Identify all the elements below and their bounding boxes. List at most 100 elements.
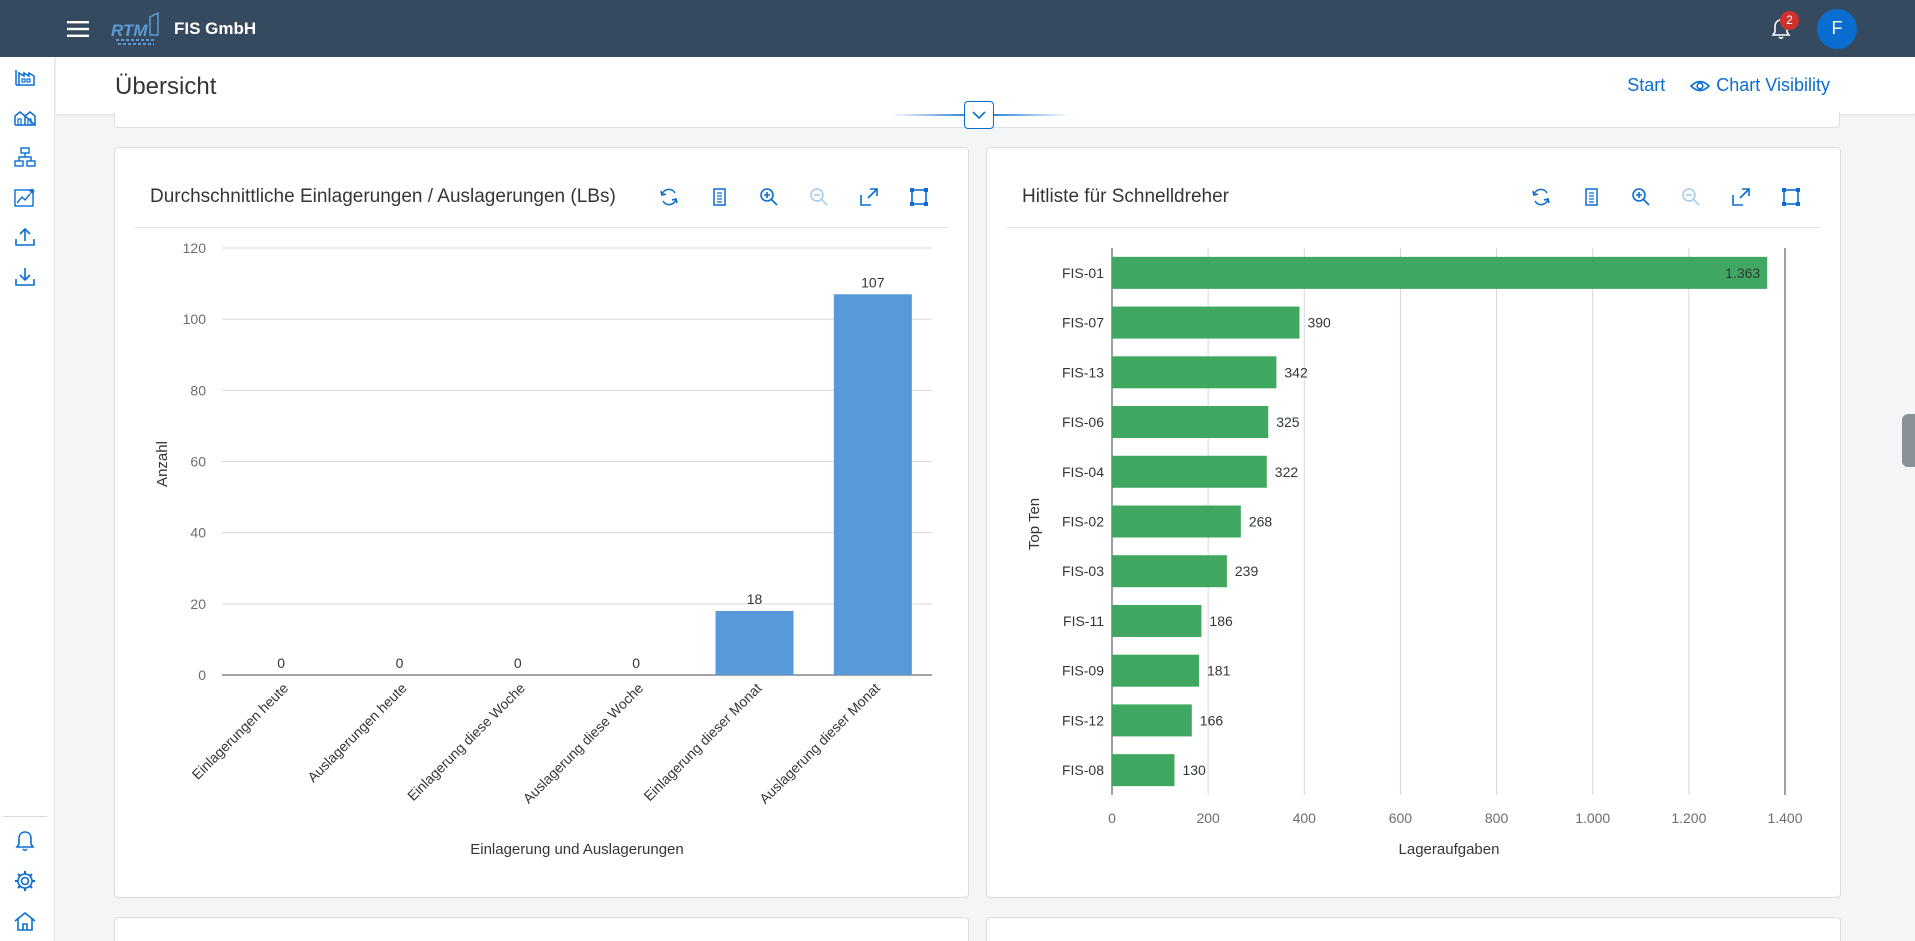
nav-upload[interactable] <box>0 217 50 257</box>
x-tick-label: 800 <box>1485 810 1509 826</box>
nav-home[interactable] <box>3 901 47 941</box>
table-view-button[interactable] <box>1566 182 1616 212</box>
warehouse-icon <box>15 70 35 86</box>
card-divider <box>1007 227 1820 228</box>
bar[interactable] <box>1112 455 1267 488</box>
y-tick-label: FIS-11 <box>1063 613 1104 629</box>
bar-value-label: 342 <box>1284 364 1308 380</box>
x-tick-label: 1.000 <box>1575 810 1610 826</box>
company-logo[interactable]: RTM FIS GmbH <box>110 9 256 49</box>
fullscreen-button[interactable] <box>1716 182 1766 212</box>
next-card-top <box>114 917 969 941</box>
bar[interactable] <box>1112 356 1277 389</box>
bar-value-label: 0 <box>277 655 285 671</box>
y-tick-label: FIS-08 <box>1062 762 1104 778</box>
bar[interactable] <box>1112 654 1200 687</box>
y-tick-label: 40 <box>190 525 206 541</box>
chevron-down-icon <box>972 110 986 119</box>
bar[interactable] <box>715 610 794 675</box>
nav-settings[interactable] <box>3 861 47 901</box>
refresh-button[interactable] <box>1516 182 1566 212</box>
bar-value-label: 0 <box>632 655 640 671</box>
x-axis-label: Einlagerung und Auslagerungen <box>470 841 684 858</box>
y-tick-label: FIS-09 <box>1062 663 1104 679</box>
home-icon <box>14 911 36 931</box>
svg-text:RTM: RTM <box>111 21 148 40</box>
page-title: Übersicht <box>115 73 217 100</box>
x-tick-label: 1.200 <box>1671 810 1706 826</box>
fullscreen-button[interactable] <box>844 182 894 212</box>
bar[interactable] <box>1112 505 1241 538</box>
bar-value-label: 107 <box>861 274 885 290</box>
start-link[interactable]: Start <box>1627 75 1666 95</box>
bar[interactable] <box>1112 704 1192 737</box>
chart-title: Hitliste für Schnelldreher <box>1022 186 1229 207</box>
y-axis-label: Anzahl <box>154 441 171 487</box>
zoom-in-button[interactable] <box>744 182 794 212</box>
y-tick-label: FIS-07 <box>1062 315 1104 331</box>
y-tick-label: FIS-13 <box>1062 364 1104 380</box>
next-card-top <box>986 917 1841 941</box>
page-scrollbar[interactable] <box>1902 414 1915 467</box>
refresh-icon <box>1532 188 1550 206</box>
header-collapse-button[interactable] <box>964 101 994 129</box>
nav-download[interactable] <box>0 257 50 297</box>
zoom-in-icon <box>760 188 778 206</box>
nav-warehouse[interactable] <box>0 57 50 97</box>
bar[interactable] <box>1112 306 1300 339</box>
bar[interactable] <box>1112 406 1269 439</box>
chart-card-hitlist: Hitliste für Schnelldreher 0 200 400 600 800… <box>986 147 1841 898</box>
zoom-out-icon <box>810 188 828 206</box>
chart-visibility-button[interactable]: Chart Visibility <box>1690 75 1830 96</box>
zoom-out-button[interactable] <box>1666 182 1716 212</box>
bar[interactable] <box>1112 256 1768 289</box>
bar[interactable] <box>833 294 912 675</box>
nav-hierarchy[interactable] <box>0 137 50 177</box>
y-axis-label: Top Ten <box>1026 498 1043 550</box>
upload-icon <box>15 227 35 246</box>
user-avatar[interactable]: F <box>1817 8 1857 49</box>
x-tick-label: 200 <box>1196 810 1220 826</box>
y-tick-label: 0 <box>198 667 206 683</box>
side-navigation <box>0 57 55 941</box>
fullscreen-icon <box>860 188 878 206</box>
y-tick-label: 120 <box>183 240 207 256</box>
fit-button[interactable] <box>894 182 944 212</box>
zoom-out-icon <box>1682 188 1700 206</box>
refresh-button[interactable] <box>644 182 694 212</box>
nav-analytics[interactable] <box>0 177 50 217</box>
fit-button[interactable] <box>1766 182 1816 212</box>
bar[interactable] <box>1112 754 1175 787</box>
y-tick-label: FIS-04 <box>1062 464 1104 480</box>
table-view-button[interactable] <box>694 182 744 212</box>
zoom-in-button[interactable] <box>1616 182 1666 212</box>
zoom-out-button[interactable] <box>794 182 844 212</box>
hamburger-menu-icon[interactable] <box>56 7 100 51</box>
x-tick-label: Auslagerung diese Woche <box>520 680 647 807</box>
rtm-logo-icon: RTM <box>111 11 159 45</box>
bar[interactable] <box>1112 555 1227 588</box>
bar-value-label: 0 <box>514 655 522 671</box>
bar-value-label: 181 <box>1207 663 1231 679</box>
y-tick-label: 60 <box>190 454 206 470</box>
y-tick-label: FIS-12 <box>1062 712 1104 728</box>
notification-count-badge: 2 <box>1780 10 1799 30</box>
bar-value-label: 325 <box>1276 414 1300 430</box>
nav-buildings[interactable] <box>0 97 50 137</box>
notifications-button[interactable]: 2 <box>1763 10 1799 47</box>
nav-notifications[interactable] <box>3 821 47 861</box>
bar-value-label: 0 <box>396 655 404 671</box>
brand-name: FIS GmbH <box>174 18 257 38</box>
x-tick-label: Einlagerungen heute <box>189 680 292 783</box>
chart-toolbar <box>644 182 944 212</box>
shell-bar: RTM FIS GmbH 2 F <box>0 0 1915 57</box>
bar-value-label: 268 <box>1249 514 1273 530</box>
refresh-icon <box>660 188 678 206</box>
bar-value-label: 390 <box>1307 315 1331 331</box>
bar-value-label: 1.363 <box>1725 265 1760 281</box>
table-view-icon <box>1585 188 1598 206</box>
fit-icon <box>910 188 928 206</box>
y-tick-label: FIS-06 <box>1062 414 1104 430</box>
bar[interactable] <box>1112 604 1202 637</box>
bar-value-label: 186 <box>1209 613 1233 629</box>
